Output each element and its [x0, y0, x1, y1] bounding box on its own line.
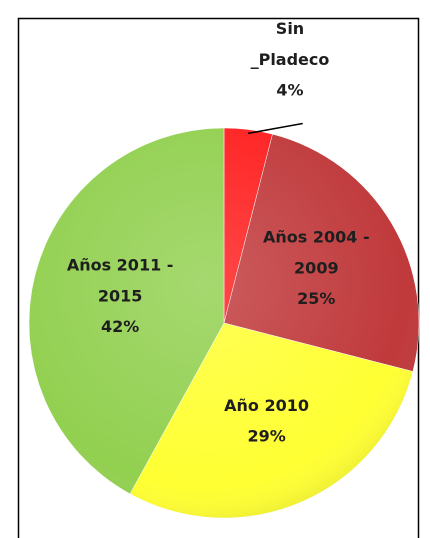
leader-line [247, 122, 303, 135]
slice-label: Años 2011 -2015 [67, 255, 174, 305]
slice-value-label: 29% [247, 426, 285, 445]
slice-label: Sin _Pladeco [251, 19, 330, 69]
slice-value-label: 25% [297, 289, 335, 308]
slice-value-label: 42% [101, 317, 139, 336]
slice-label: Año 2010 [224, 395, 309, 414]
slice-label: Años 2004 -2009 [263, 227, 370, 277]
slice-value-label: 4% [276, 81, 303, 100]
